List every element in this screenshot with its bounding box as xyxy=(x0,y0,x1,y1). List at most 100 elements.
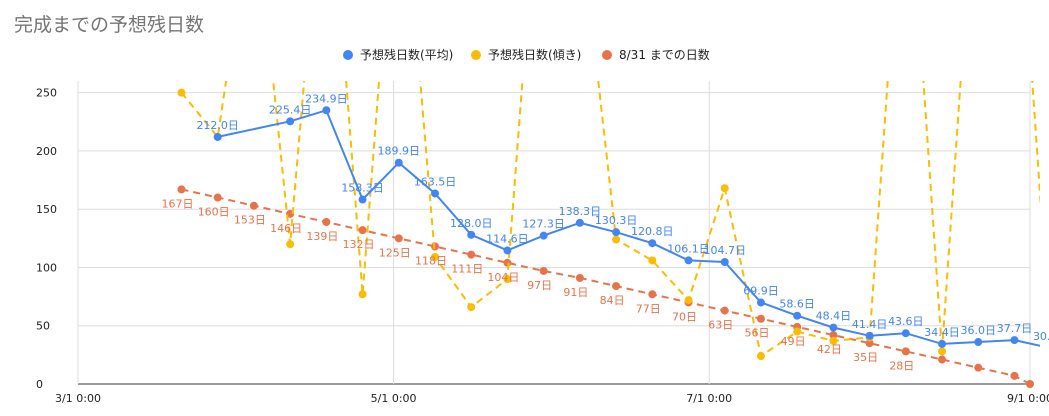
x-tick-label: 3/1 0:00 xyxy=(55,392,101,405)
data-label: 128.0日 xyxy=(450,217,493,230)
data-label: 37.7日 xyxy=(997,322,1033,335)
chart-axes: 0 50 100 150 200 250 3/1 0:00 5/1 0:00 7/1 0:00 9… xyxy=(36,87,1049,405)
data-label: 125日 xyxy=(379,246,411,259)
data-label: 48.4日 xyxy=(816,310,852,323)
data-point xyxy=(793,311,802,320)
data-label: 234.9日 xyxy=(305,92,348,105)
data-label: 167日 xyxy=(161,197,193,210)
data-point xyxy=(648,256,657,265)
data-point xyxy=(177,185,186,194)
legend-marker xyxy=(602,50,612,60)
data-point xyxy=(756,298,765,307)
data-point xyxy=(612,228,621,237)
data-point xyxy=(503,246,512,255)
data-point xyxy=(467,303,476,312)
data-label: 91日 xyxy=(563,286,588,299)
data-label: 56日 xyxy=(744,327,769,340)
series-group xyxy=(213,106,1040,348)
data-point xyxy=(829,331,838,340)
data-label: 118日 xyxy=(415,254,447,267)
data-label: 127.3日 xyxy=(522,218,565,231)
data-label: 111日 xyxy=(451,263,483,276)
data-point xyxy=(756,352,765,361)
data-point xyxy=(431,252,439,261)
data-label: 114.6日 xyxy=(486,232,529,245)
y-tick-label: 250 xyxy=(36,87,57,100)
data-point xyxy=(793,327,802,336)
data-point xyxy=(575,218,584,227)
data-label: 34.4日 xyxy=(924,326,960,339)
data-point xyxy=(901,329,910,338)
data-point xyxy=(612,282,621,291)
data-point xyxy=(213,193,222,202)
data-point xyxy=(865,331,874,340)
data-point xyxy=(829,323,838,332)
legend-marker xyxy=(343,50,353,60)
data-label: 138.3日 xyxy=(559,205,602,218)
data-label: 132日 xyxy=(343,238,375,251)
data-point xyxy=(938,347,947,356)
data-point xyxy=(358,290,367,299)
chart-legend: 予想残日数(平均) 予想残日数(傾き) 8/31 までの日数 xyxy=(343,47,710,62)
data-point xyxy=(612,235,621,244)
data-point xyxy=(720,184,729,193)
data-point xyxy=(720,257,729,266)
data-label: 153日 xyxy=(234,214,266,227)
data-label: 84日 xyxy=(600,294,625,307)
data-point xyxy=(249,201,258,210)
data-label: 139日 xyxy=(306,230,338,243)
data-label: 36.0日 xyxy=(961,324,997,337)
x-tick-label: 7/1 0:00 xyxy=(686,392,732,405)
data-point xyxy=(575,273,584,282)
data-label: 70日 xyxy=(672,310,697,323)
data-label: 43.6日 xyxy=(888,315,924,328)
data-label: 130.3日 xyxy=(595,214,638,227)
data-point xyxy=(938,355,947,364)
data-label: 58.6日 xyxy=(779,298,815,311)
data-label: 163.5日 xyxy=(414,175,457,188)
data-label: 28日 xyxy=(889,359,914,372)
legend-label: 予想残日数(平均) xyxy=(360,47,453,62)
data-point xyxy=(901,347,910,356)
data-point xyxy=(394,234,403,243)
y-tick-label: 50 xyxy=(36,320,50,333)
legend-marker xyxy=(471,50,481,60)
y-tick-label: 200 xyxy=(36,145,57,158)
data-point xyxy=(286,240,295,249)
data-point xyxy=(684,296,693,305)
data-point xyxy=(974,338,983,347)
legend-label: 予想残日数(傾き) xyxy=(488,47,581,62)
data-point xyxy=(358,195,367,204)
data-label: 97日 xyxy=(527,279,552,292)
data-label: 49日 xyxy=(781,335,806,348)
data-label: 212.0日 xyxy=(196,119,239,132)
data-label: 30.8日 xyxy=(1033,330,1049,343)
data-point xyxy=(720,306,729,315)
data-point xyxy=(684,256,693,265)
data-point xyxy=(394,158,403,167)
data-point xyxy=(865,339,874,348)
data-point xyxy=(467,230,476,239)
data-label: 225.4日 xyxy=(269,103,312,116)
data-label: 106.1日 xyxy=(667,242,710,255)
data-label: 42日 xyxy=(817,343,842,356)
x-tick-label: 9/1 0:00 xyxy=(1007,392,1049,405)
chart-series xyxy=(177,81,1040,388)
data-label: 104.7日 xyxy=(703,244,746,257)
data-label: 189.9日 xyxy=(378,145,421,158)
chart-title: 完成までの予想残日数 xyxy=(14,14,204,36)
data-point xyxy=(503,275,512,284)
data-point xyxy=(1010,371,1019,380)
data-point xyxy=(322,106,331,115)
data-point xyxy=(467,250,476,259)
data-label: 104日 xyxy=(487,271,519,284)
data-point xyxy=(213,132,222,141)
data-point xyxy=(322,218,331,227)
data-point xyxy=(539,266,548,275)
y-tick-label: 0 xyxy=(36,378,43,391)
data-label: 35日 xyxy=(853,351,878,364)
y-tick-label: 150 xyxy=(36,203,57,216)
data-label: 120.8日 xyxy=(631,225,674,238)
